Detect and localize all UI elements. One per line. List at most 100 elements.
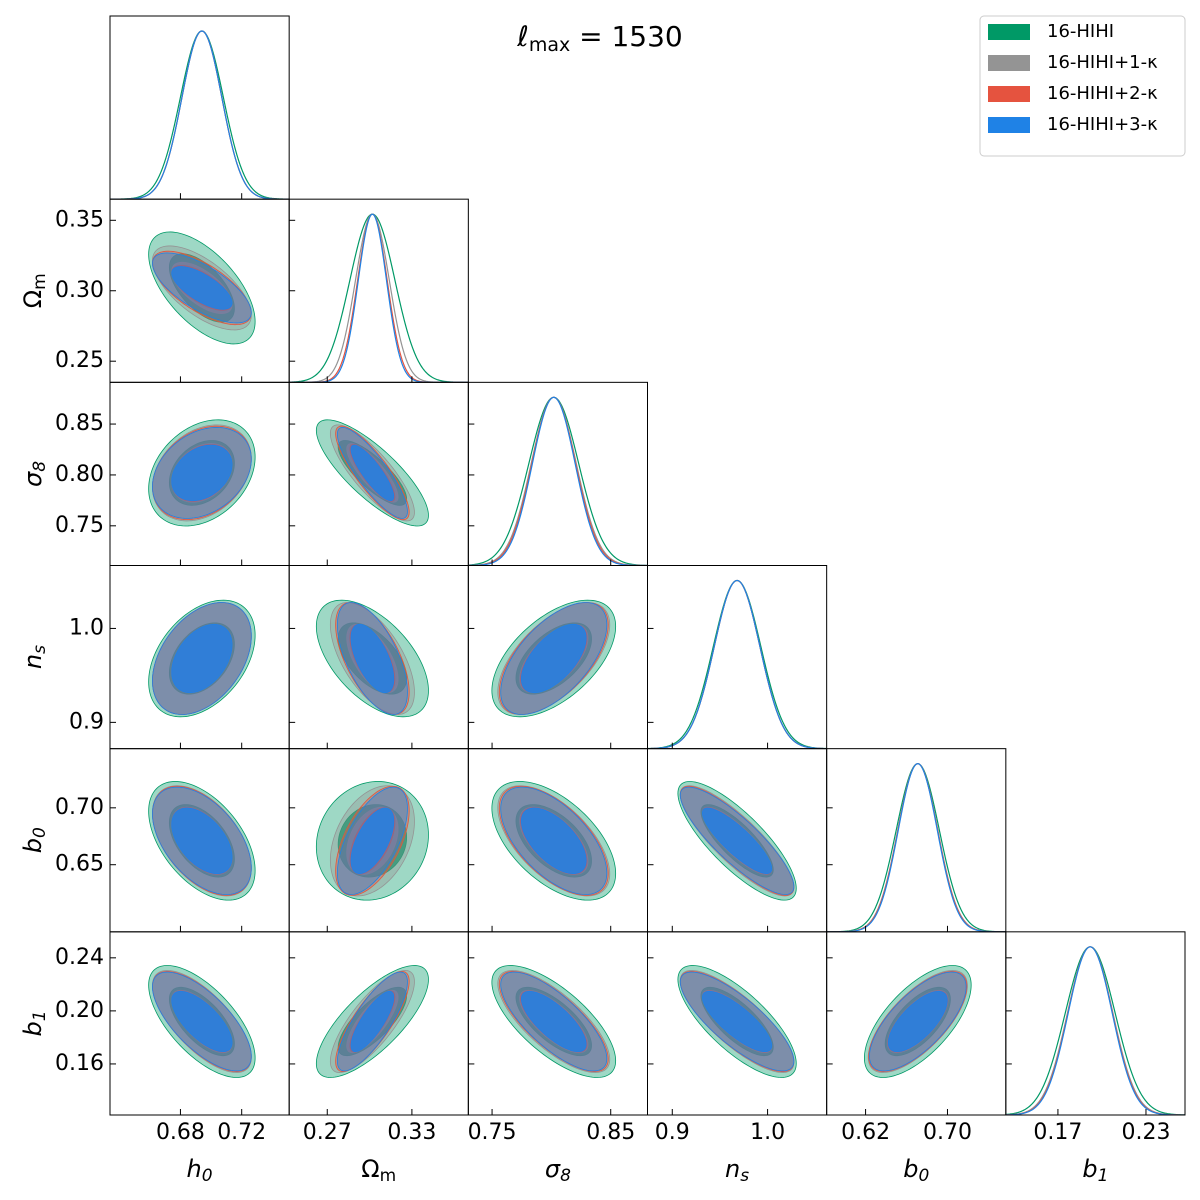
panel [148, 419, 256, 527]
legend-swatch [988, 117, 1030, 133]
axis-label-symbol: h [187, 1155, 202, 1183]
contour-1sigma [350, 990, 395, 1053]
contour-1sigma [701, 807, 773, 874]
diagonal-panel [826, 763, 1006, 932]
axis-label-symbol: σ [545, 1155, 561, 1183]
panel-frame [647, 565, 828, 750]
marginal-curve [468, 396, 648, 566]
axis-label-symbol: Ω [361, 1155, 379, 1183]
y-tick-label: 0.24 [55, 945, 104, 970]
panel [315, 419, 429, 527]
axis-label-sub: m [30, 273, 50, 290]
axis-label-sub: s [740, 1166, 749, 1186]
diagonal-panel [289, 213, 469, 383]
marginal-curve [468, 396, 648, 566]
marginal-curve [289, 213, 469, 383]
panel [148, 599, 256, 718]
panel-frame [826, 748, 1007, 933]
panel [677, 965, 797, 1078]
axis-label: σ8 [545, 1155, 571, 1186]
x-tick-label: 0.33 [387, 1120, 436, 1145]
contour-1sigma [171, 623, 233, 694]
marginal-curve [647, 579, 827, 749]
y-tick-label: 0.80 [55, 462, 104, 487]
contour-1sigma [701, 990, 773, 1053]
y-tick-label: 0.70 [55, 795, 104, 820]
x-tick-label: 1.0 [750, 1120, 785, 1145]
marginal-curve [826, 763, 1006, 932]
legend-entry: 16-HIHI+2-κ [1047, 83, 1158, 104]
axis-label-sub: 0 [30, 827, 50, 838]
axis-label: Ωm [361, 1155, 396, 1186]
panel [677, 781, 797, 901]
axis-label-symbol: σ [19, 471, 47, 487]
marginal-curve [110, 30, 290, 200]
marginal-curve [289, 213, 469, 383]
marginal-curve [826, 763, 1006, 932]
diagonal-panel [647, 579, 827, 749]
marginal-curve [1005, 946, 1185, 1115]
contour-1sigma [171, 444, 233, 502]
axis-label-symbol: b [19, 1021, 47, 1036]
contour-1sigma [350, 807, 395, 875]
marginal-curve [468, 396, 648, 566]
diagonal-panel [110, 30, 290, 200]
panel [315, 965, 429, 1078]
axis-label-sub: m [380, 1166, 397, 1186]
axis-label-symbol: b [903, 1155, 918, 1183]
contour-1sigma [520, 807, 587, 875]
panel [148, 965, 256, 1078]
legend-entry: 16-HIHI+3-κ [1047, 114, 1158, 135]
axis-label-sub: 0 [918, 1166, 929, 1186]
axis-label: h0 [187, 1155, 213, 1186]
axis-label-sub: s [30, 645, 50, 654]
y-tick-label: 0.85 [55, 411, 104, 436]
axis-label-symbol: n [19, 654, 47, 669]
axis-label-symbol: Ω [19, 290, 47, 308]
contour-1sigma [171, 990, 233, 1053]
title-text: = 1530 [570, 20, 683, 53]
axis-label-symbol: n [725, 1155, 740, 1183]
contour-1sigma [171, 266, 233, 310]
contour-1sigma [350, 623, 395, 694]
panel [491, 599, 617, 718]
axis-label: Ωm [19, 273, 50, 308]
contour-1sigma [171, 807, 233, 875]
panel [148, 781, 256, 901]
axis-label: b0 [903, 1155, 929, 1186]
x-tick-label: 0.75 [468, 1120, 517, 1145]
x-tick-label: 0.62 [841, 1120, 890, 1145]
legend-swatch [988, 55, 1030, 71]
x-tick-label: 0.68 [156, 1120, 205, 1145]
panel [491, 965, 617, 1078]
marginal-curve [289, 213, 469, 383]
legend-entry: 16-HIHI+1-κ [1047, 52, 1158, 73]
y-tick-label: 0.9 [69, 709, 104, 734]
panel [315, 599, 429, 718]
title-sub: max [529, 34, 570, 56]
panel [491, 781, 617, 901]
x-tick-label: 0.85 [586, 1120, 635, 1145]
axis-label: b1 [1082, 1155, 1108, 1186]
axis-label-sub: 8 [560, 1166, 571, 1186]
legend-box [979, 15, 1186, 157]
y-tick-label: 0.25 [55, 348, 104, 373]
panel [315, 781, 429, 901]
marginal-curve [289, 213, 469, 383]
title-symbol: ℓ [516, 20, 529, 53]
y-tick-label: 1.0 [69, 615, 104, 640]
marginal-curve [110, 30, 290, 200]
panel-frame [109, 15, 290, 200]
axis-label-sub: 1 [30, 1010, 50, 1021]
contour-1sigma [887, 990, 948, 1053]
axis-label-symbol: b [1082, 1155, 1097, 1183]
axis-label: ns [19, 645, 50, 669]
axis-label: b1 [19, 1010, 50, 1036]
marginal-curve [647, 579, 827, 749]
marginal-curve [647, 579, 827, 749]
marginal-curve [468, 396, 648, 566]
panel [148, 231, 256, 345]
contour-1sigma [520, 990, 587, 1053]
x-tick-label: 0.70 [923, 1120, 972, 1145]
